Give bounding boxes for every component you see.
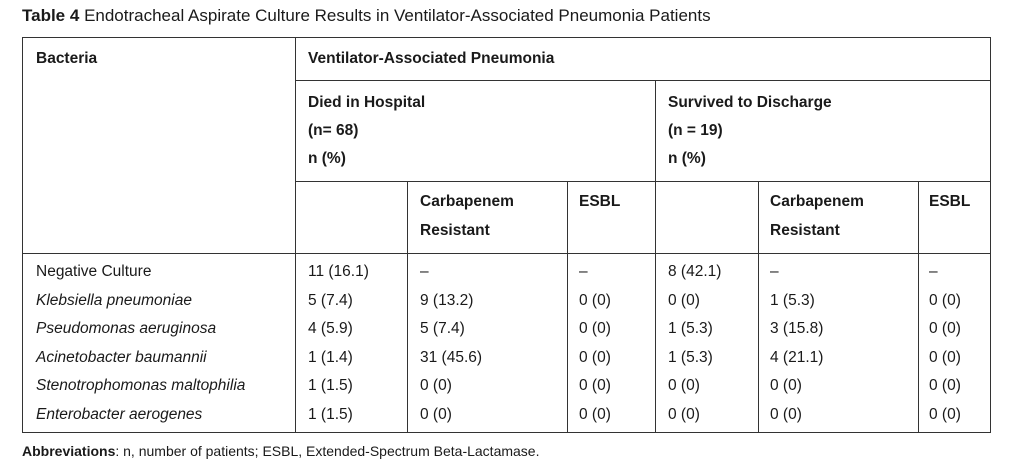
header-died-esbl: ESBL xyxy=(579,193,621,210)
died-carbapenem-cell: 31 (45.6) xyxy=(420,348,483,366)
died-carbapenem-cell: 0 (0) xyxy=(420,377,452,395)
survived-esbl-cell: 0 (0) xyxy=(929,348,961,366)
died-total-cell: 1 (1.5) xyxy=(308,406,353,423)
survived-total-cell: 1 (5.3) xyxy=(668,348,713,366)
died-esbl-cell: 0 (0) xyxy=(579,406,611,423)
died-esbl-cell: 0 (0) xyxy=(579,348,611,366)
died-carbapenem-cell: 5 (7.4) xyxy=(420,320,465,338)
died-carbapenem-cell: 0 (0) xyxy=(420,406,452,423)
header-survived-esbl: ESBL xyxy=(929,193,971,210)
header-died-carb-line1: Carbapenem xyxy=(420,193,514,210)
survived-esbl-cell: 0 (0) xyxy=(929,377,961,395)
died-total-cell: 5 (7.4) xyxy=(308,291,353,309)
header-bacteria: Bacteria xyxy=(36,50,98,67)
footnote: Abbreviations: n, number of patients; ES… xyxy=(22,443,539,459)
survived-esbl-cell: 0 (0) xyxy=(929,320,961,338)
table-title: Endotracheal Aspirate Culture Results in… xyxy=(84,6,711,25)
header-survived-line2: (n = 19) xyxy=(668,122,723,139)
bacteria-cell: Enterobacter aerogenes xyxy=(36,406,203,423)
died-total-cell: 11 (16.1) xyxy=(308,263,369,280)
died-total-cell: 1 (1.5) xyxy=(308,377,353,395)
grid-line xyxy=(758,181,759,432)
header-died-line1: Died in Hospital xyxy=(308,94,426,111)
survived-total-cell: 1 (5.3) xyxy=(668,320,713,338)
died-esbl-cell: 0 (0) xyxy=(579,291,611,309)
header-survived-carb-line1: Carbapenem xyxy=(770,193,864,210)
footnote-text: : n, number of patients; ESBL, Extended-… xyxy=(115,443,540,459)
survived-total-cell: 8 (42.1) xyxy=(668,263,722,280)
header-group: Ventilator-Associated Pneumonia xyxy=(308,50,555,67)
died-total-cell: 1 (1.4) xyxy=(308,348,353,366)
survived-carbapenem-cell: 0 (0) xyxy=(770,406,802,423)
bacteria-cell: Acinetobacter baumannii xyxy=(36,348,207,366)
survived-total-cell: 0 (0) xyxy=(668,406,700,423)
bacteria-cell: Stenotrophomonas maltophilia xyxy=(36,377,246,395)
survived-esbl-cell: – xyxy=(929,263,938,280)
table-label: Table 4 xyxy=(22,6,80,25)
survived-carbapenem-cell: 0 (0) xyxy=(770,377,802,395)
survived-carbapenem-cell: 3 (15.8) xyxy=(770,320,824,338)
header-survived-line1: Survived to Discharge xyxy=(668,94,832,111)
survived-esbl-cell: 0 (0) xyxy=(929,291,961,309)
bacteria-cell: Pseudomonas aeruginosa xyxy=(36,320,217,338)
survived-carbapenem-cell: 1 (5.3) xyxy=(770,291,815,309)
died-esbl-cell: 0 (0) xyxy=(579,320,611,338)
grid-line xyxy=(295,181,991,182)
survived-carbapenem-cell: – xyxy=(770,263,779,280)
table-caption: Table 4 Endotracheal Aspirate Culture Re… xyxy=(22,6,711,26)
header-died-carb-line2: Resistant xyxy=(420,222,490,239)
grid-line xyxy=(918,181,919,432)
died-carbapenem-cell: – xyxy=(420,263,429,280)
died-esbl-cell: – xyxy=(579,263,588,280)
header-died-line2: (n= 68) xyxy=(308,122,359,139)
header-died-line3: n (%) xyxy=(308,150,346,167)
grid-line xyxy=(567,181,568,432)
header-survived-carb-line2: Resistant xyxy=(770,222,840,239)
header-survived-line3: n (%) xyxy=(668,150,706,167)
died-esbl-cell: 0 (0) xyxy=(579,377,611,395)
culture-results-table: Bacteria Ventilator-Associated Pneumonia… xyxy=(22,37,991,433)
grid-line xyxy=(23,253,991,254)
bacteria-cell: Klebsiella pneumoniae xyxy=(36,291,192,309)
grid-line xyxy=(655,80,656,432)
bacteria-cell: Negative Culture xyxy=(36,263,152,280)
survived-carbapenem-cell: 4 (21.1) xyxy=(770,348,824,366)
survived-total-cell: 0 (0) xyxy=(668,377,700,395)
grid-line xyxy=(295,80,991,81)
grid-line xyxy=(407,181,408,432)
survived-esbl-cell: 0 (0) xyxy=(929,406,961,423)
died-total-cell: 4 (5.9) xyxy=(308,320,353,338)
died-carbapenem-cell: 9 (13.2) xyxy=(420,291,474,309)
footnote-label: Abbreviations xyxy=(22,443,116,459)
survived-total-cell: 0 (0) xyxy=(668,291,700,309)
grid-line xyxy=(295,38,296,432)
